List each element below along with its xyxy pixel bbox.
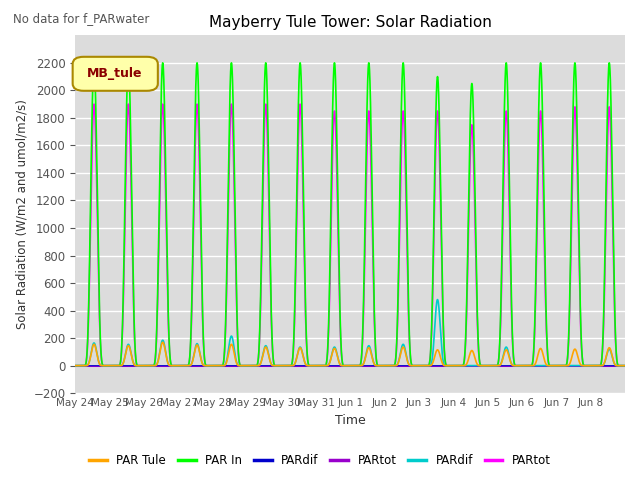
Title: Mayberry Tule Tower: Solar Radiation: Mayberry Tule Tower: Solar Radiation: [209, 15, 492, 30]
Y-axis label: Solar Radiation (W/m2 and umol/m2/s): Solar Radiation (W/m2 and umol/m2/s): [15, 99, 28, 329]
FancyBboxPatch shape: [73, 57, 158, 91]
Legend: PAR Tule, PAR In, PARdif, PARtot, PARdif, PARtot: PAR Tule, PAR In, PARdif, PARtot, PARdif…: [84, 449, 556, 472]
X-axis label: Time: Time: [335, 414, 365, 427]
Text: MB_tule: MB_tule: [87, 67, 143, 80]
Text: No data for f_PARwater: No data for f_PARwater: [13, 12, 149, 25]
